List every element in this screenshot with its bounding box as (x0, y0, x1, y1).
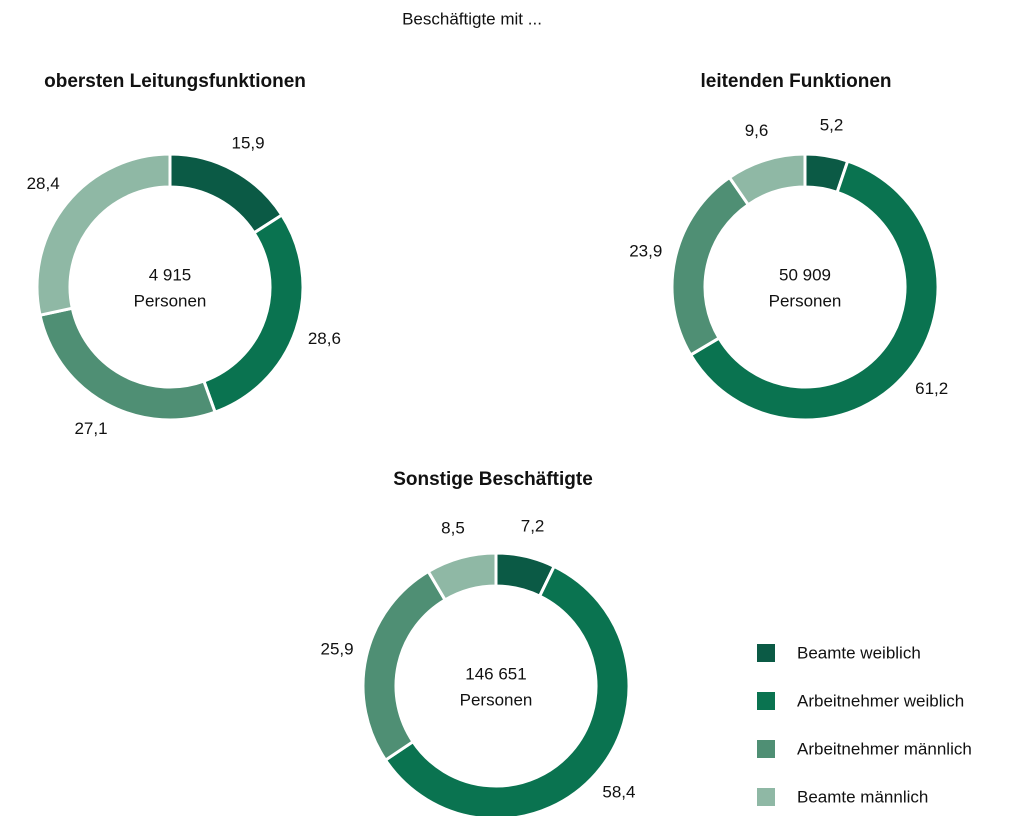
legend-label: Arbeitnehmer weiblich (797, 691, 964, 710)
center-label: Personen (769, 291, 842, 310)
data-label: 8,5 (441, 518, 465, 537)
donut-segment (426, 551, 498, 602)
data-label: 58,4 (602, 783, 635, 802)
data-label: 61,2 (915, 379, 948, 398)
data-label: 5,2 (820, 116, 844, 135)
legend-swatch (757, 644, 775, 662)
data-label: 28,4 (27, 174, 60, 193)
chart-title: Sonstige Beschäftigte (393, 469, 593, 490)
legend-label: Beamte weiblich (797, 643, 921, 662)
donut-segment (688, 159, 940, 422)
chart-title: obersten Leitungsfunktionen (44, 71, 306, 92)
legend-label: Beamte männlich (797, 787, 928, 806)
data-label: 28,6 (308, 329, 341, 348)
legend-swatch (757, 692, 775, 710)
donut-segment (727, 152, 807, 207)
donut-segment (38, 306, 217, 422)
legend-label: Arbeitnehmer männlich (797, 739, 972, 758)
donut-segment (168, 152, 284, 235)
center-label: 146 651 (465, 664, 526, 683)
donut-segment (361, 569, 448, 763)
donut-segment (670, 175, 751, 358)
donut-segment (383, 564, 631, 816)
data-label: 25,9 (320, 639, 353, 658)
page-title: Beschäftigte mit ... (402, 9, 542, 28)
data-label: 15,9 (232, 133, 265, 152)
data-label: 23,9 (629, 242, 662, 261)
data-label: 7,2 (521, 517, 545, 536)
data-label: 9,6 (745, 121, 769, 140)
data-label: 27,1 (74, 419, 107, 438)
center-label: Personen (134, 291, 207, 310)
legend-swatch (757, 788, 775, 806)
center-label: Personen (460, 690, 533, 709)
chart-title: leitenden Funktionen (700, 71, 891, 92)
donut-segment (35, 152, 172, 317)
donut-segment (201, 212, 305, 415)
legend-swatch (757, 740, 775, 758)
center-label: 4 915 (149, 265, 192, 284)
center-label: 50 909 (779, 265, 831, 284)
